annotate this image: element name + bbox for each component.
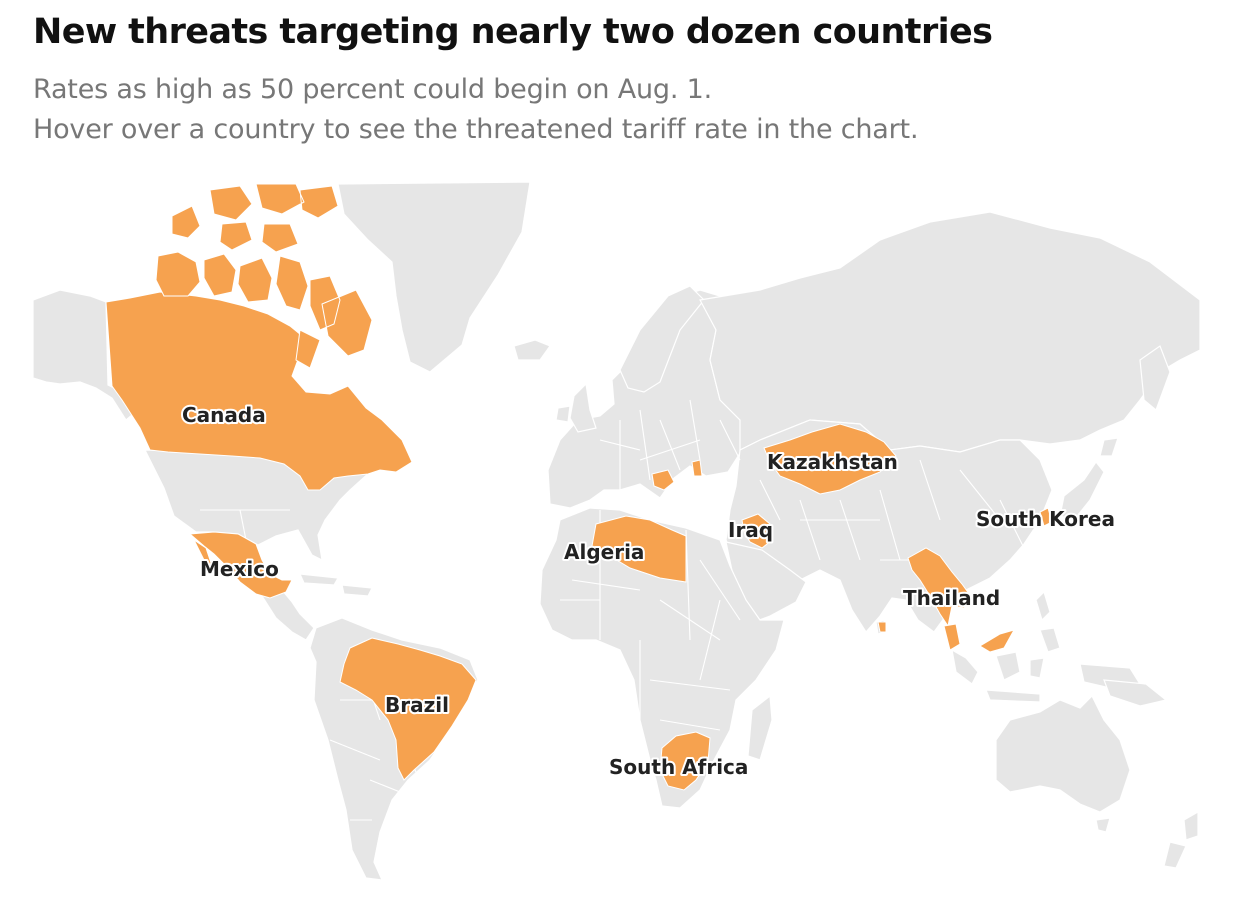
country-malaysia[interactable]: [943, 623, 1016, 653]
label-brazil: Brazil: [385, 693, 449, 717]
land-new-zealand[interactable]: [1163, 810, 1199, 869]
label-thailand: Thailand: [903, 586, 1000, 610]
land-scandinavia[interactable]: [619, 285, 705, 393]
land-caribbean[interactable]: [299, 573, 373, 597]
land-greenland[interactable]: [337, 181, 531, 373]
highlighted-countries: [105, 183, 1053, 791]
land-japan[interactable]: [1059, 437, 1119, 521]
country-moldova[interactable]: [691, 459, 703, 477]
country-sri-lanka[interactable]: [877, 621, 887, 633]
country-labels: Canada Mexico Brazil Algeria South Afric…: [180, 401, 1117, 781]
country-algeria[interactable]: [591, 515, 687, 583]
label-south-korea: South Korea: [976, 507, 1115, 531]
label-iraq: Iraq: [728, 518, 773, 542]
country-mexico[interactable]: [188, 531, 293, 599]
country-brazil[interactable]: [339, 637, 477, 781]
land-central-america[interactable]: [261, 589, 315, 641]
land-iceland[interactable]: [513, 339, 551, 361]
map-subtitle-hover: Hover over a country to see the threaten…: [33, 114, 919, 145]
country-canada-islands[interactable]: [155, 183, 373, 369]
country-iraq[interactable]: [741, 513, 773, 549]
land-australia[interactable]: [995, 694, 1131, 813]
map-title: New threats targeting nearly two dozen c…: [33, 12, 993, 52]
label-algeria: Algeria: [564, 540, 644, 564]
land-philippines[interactable]: [1035, 590, 1061, 653]
land-tasmania[interactable]: [1095, 817, 1111, 833]
country-south-africa[interactable]: [659, 731, 711, 791]
label-mexico: Mexico: [200, 557, 279, 581]
country-canada[interactable]: [105, 291, 413, 491]
label-south-africa: South Africa: [609, 755, 748, 779]
land-indonesia[interactable]: [951, 648, 1142, 703]
map-subtitle-rates: Rates as high as 50 percent could begin …: [33, 74, 712, 105]
land-russia[interactable]: [699, 211, 1201, 453]
country-bosnia-serbia[interactable]: [651, 469, 675, 491]
land-madagascar[interactable]: [747, 694, 773, 761]
label-kazakhstan: Kazakhstan: [767, 450, 898, 474]
country-kazakhstan[interactable]: [763, 423, 897, 495]
country-thailand[interactable]: [907, 547, 973, 628]
land-new-guinea[interactable]: [1103, 679, 1168, 707]
land-alaska[interactable]: [32, 289, 139, 421]
land-africa[interactable]: [539, 507, 785, 809]
country-south-korea[interactable]: [1039, 507, 1053, 527]
land-kamchatka[interactable]: [1139, 345, 1171, 412]
land-britain[interactable]: [555, 382, 597, 433]
label-canada: Canada: [182, 403, 266, 427]
